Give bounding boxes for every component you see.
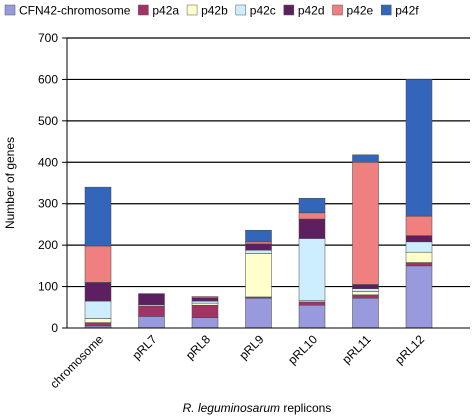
bar-pRL7-p42a (138, 305, 165, 317)
bar-pRL8-p42d (191, 297, 219, 302)
bar-pRL11-p42e (352, 162, 379, 285)
bar-pRL12-p42b (405, 251, 433, 263)
x-tick-label-pRL11: pRL11 (339, 332, 374, 367)
bar-pRL11-p42c (352, 288, 379, 292)
y-tick-label-200: 200 (38, 238, 58, 252)
legend-swatch-p42d (283, 4, 295, 16)
bar-pRL11-p42f (352, 154, 379, 163)
bar-chromosome-p42f (84, 186, 112, 247)
gridlines (67, 37, 470, 288)
y-axis-ticks: 0 100 200 300 400 500 600 700 (38, 31, 67, 335)
bar-pRL11-CFN42-chromosome (352, 297, 379, 329)
bar-pRL10-p42e (298, 212, 326, 220)
legend-label-p42d: p42d (298, 4, 325, 18)
y-tick-label-300: 300 (38, 197, 58, 211)
bar-pRL12-CFN42-chromosome (405, 265, 433, 329)
bar-pRL9-p42b (245, 253, 272, 298)
x-tick-label-pRL10: pRL10 (285, 332, 320, 367)
legend: CFN42-chromosome p42a p42b p42c p42d p42e p42f (4, 4, 419, 18)
legend-swatch-p42e (332, 4, 343, 16)
bar-pRL12-p42c (405, 241, 433, 253)
bar-chromosome-p42d (84, 282, 112, 302)
x-axis-title-rest: replicons (280, 401, 331, 415)
x-axis-title: R. leguminosarum replicons (183, 401, 332, 415)
bar-pRL9-p42d (245, 243, 272, 251)
y-tick-label-100: 100 (38, 280, 58, 294)
legend-label-p42f: p42f (395, 4, 419, 18)
bar-pRL10-p42d (298, 218, 326, 239)
bar-chromosome-p42c (84, 300, 112, 319)
bar-pRL8-CFN42-chromosome (191, 317, 219, 329)
bar-pRL12-p42a (405, 262, 433, 267)
y-tick-label-600: 600 (38, 72, 58, 86)
x-tick-label-pRL8: pRL8 (183, 332, 213, 362)
x-tick-label-pRL7: pRL7 (129, 332, 159, 362)
legend-label-p42e: p42e (347, 4, 374, 18)
bar-pRL11-p42d (352, 284, 379, 289)
bar-chromosome-p42a (84, 322, 112, 327)
bar-pRL11-p42b (352, 291, 379, 296)
bar-pRL10-p42f (298, 198, 326, 214)
y-tick-label-700: 700 (38, 31, 58, 45)
bar-pRL8-p42a (191, 304, 219, 318)
y-tick-label-0: 0 (51, 321, 58, 335)
bar-pRL11-p42a (352, 294, 379, 299)
y-axis-title: Number of genes (3, 137, 17, 229)
x-tick-label-chromosome: chromosome (47, 332, 106, 391)
bar-pRL9-CFN42-chromosome (245, 297, 272, 329)
bar-pRL12-p42f (405, 79, 433, 217)
y-tick-label-500: 500 (38, 114, 58, 128)
bars (84, 79, 433, 329)
bar-pRL9-p42c (245, 249, 272, 254)
bar-pRL7-p42d (138, 293, 165, 306)
bar-pRL12-p42e (405, 215, 433, 236)
bar-pRL9-p42f (245, 229, 272, 243)
legend-swatch-p42f (380, 4, 392, 16)
y-tick-label-400: 400 (38, 155, 58, 169)
x-axis-title-italic: R. leguminosarum (183, 401, 280, 415)
legend-label-p42a: p42a (152, 4, 179, 18)
legend-swatch-p42a (138, 4, 149, 16)
legend-label-CFN42-chromosome: CFN42-chromosome (19, 4, 131, 18)
bar-pRL8-p42b (191, 302, 219, 306)
bar-pRL10-p42c (298, 238, 326, 301)
bar-pRL9-p42e (245, 241, 272, 245)
x-axis-ticks: chromosome pRL7 pRL8 pRL9 pRL10 pRL11 pRL12 (47, 332, 427, 391)
bar-pRL10-p42a (298, 301, 326, 306)
legend-swatch-p42b (186, 4, 198, 16)
legend-swatch-CFN42-chromosome (4, 4, 16, 16)
legend-label-p42c: p42c (250, 4, 276, 18)
bar-pRL7-CFN42-chromosome (138, 316, 165, 329)
bar-pRL12-p42d (405, 235, 433, 243)
bar-chromosome-p42b (84, 318, 112, 323)
legend-swatch-p42c (235, 4, 247, 16)
bar-pRL10-CFN42-chromosome (298, 304, 326, 329)
x-tick-label-pRL12: pRL12 (392, 332, 427, 367)
bar-pRL8-p42c (191, 300, 219, 304)
bar-chromosome-p42e (84, 245, 112, 283)
legend-label-p42b: p42b (201, 4, 228, 18)
bar-pRL8-p42e (191, 296, 219, 299)
x-tick-label-pRL9: pRL9 (236, 332, 266, 362)
